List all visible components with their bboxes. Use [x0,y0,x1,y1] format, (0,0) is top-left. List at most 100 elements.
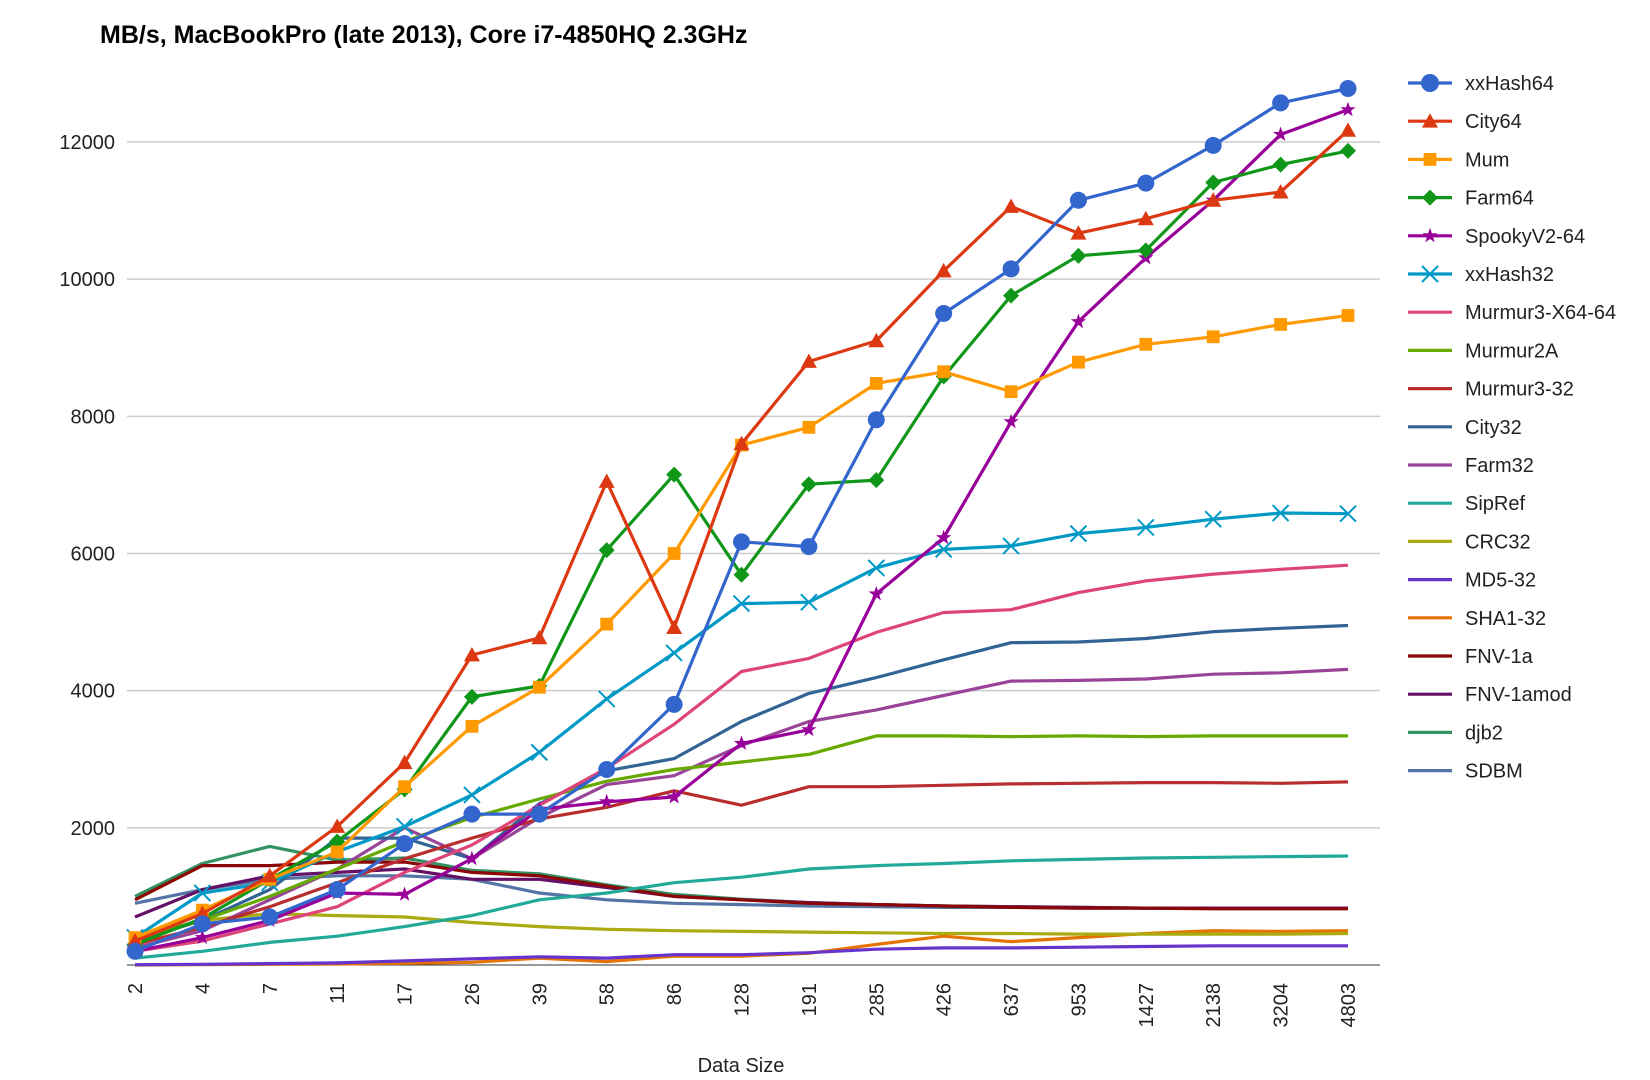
marker-x-stroke [1271,504,1290,522]
legend-item: Murmur2A [1408,340,1559,362]
x-tick-label: 285 [866,983,888,1016]
legend-item: Farm32 [1408,455,1534,477]
x-tick-label: 58 [597,983,619,1005]
series-sdbm [134,874,1348,910]
legend-item: Murmur3-X64-64 [1408,302,1616,324]
legend-label: CRC32 [1465,531,1531,553]
y-axis-ticks: 2000 4000 6000 8000 10000 12000 [59,132,115,840]
marker-diamond [1422,189,1438,206]
series-sipref [134,854,1349,960]
x-tick-label: 39 [529,983,551,1005]
marker-star [1340,101,1356,117]
series-line [134,911,1349,940]
marker-circle [126,942,144,960]
marker-triangle [1070,225,1087,240]
legend-label: djb2 [1465,722,1503,744]
marker-square [330,845,344,859]
marker-circle [396,835,414,853]
x-tick-label: 4803 [1338,983,1360,1028]
series-spookyv2-64 [127,101,1356,958]
x-axis-title: Data Size [698,1055,785,1077]
series-line [134,874,1348,910]
legend-label: SHA1-32 [1465,608,1546,630]
marker-square [667,547,681,560]
marker-circle [193,915,211,933]
marker-x-stroke [1204,510,1222,528]
y-tick-label: 12000 [59,132,115,154]
marker-x [193,884,212,902]
marker-x [395,817,414,836]
legend-label: FNV-1amod [1465,684,1572,706]
marker-star [1003,413,1019,429]
marker-x [598,690,616,708]
series-line [134,313,1349,940]
marker-triangle [666,619,683,634]
marker-triangle [463,647,480,662]
marker-star [868,586,884,601]
legend: xxHash64 City64 Mum Farm64 SpookyV2-64 xxHash… [1408,73,1616,783]
marker-square [1423,153,1437,166]
marker-circle [1204,136,1222,154]
marker-triangle [1422,113,1438,128]
marker-square [465,719,479,733]
x-tick-label: 17 [395,983,417,1005]
marker-star [801,721,817,737]
marker-triangle [396,754,413,770]
x-tick-label: 953 [1068,983,1090,1016]
legend-item: djb2 [1408,722,1503,744]
marker-square [600,617,614,631]
marker-triangle [935,262,952,278]
marker-diamond [598,542,615,559]
marker-star [599,793,615,809]
marker-circle [1339,80,1357,98]
y-tick-label: 8000 [71,406,116,428]
marker-x [1002,537,1020,555]
marker-circle [598,761,616,779]
marker-star [1070,313,1087,329]
marker-star [1273,126,1289,141]
legend-item: City32 [1408,417,1522,439]
marker-x [800,593,818,611]
marker-circle [800,538,818,556]
marker-square [1139,337,1153,351]
marker-circle [463,805,481,823]
series-crc32 [134,911,1349,940]
marker-x-stroke [193,884,212,902]
marker-square [1341,309,1355,322]
x-tick-label: 7 [260,983,282,994]
marker-x [867,559,885,577]
marker-triangle [1272,184,1289,199]
legend-label: Murmur2A [1465,340,1559,362]
x-tick-label: 26 [462,983,484,1005]
marker-circle [1421,74,1439,92]
series-line [134,944,1348,967]
legend-label: xxHash32 [1465,264,1554,286]
marker-x-stroke [530,743,549,762]
y-tick-label: 2000 [71,818,116,840]
legend-label: City64 [1465,111,1522,133]
x-tick-label: 128 [732,983,754,1016]
legend-item: SpookyV2-64 [1408,226,1585,248]
marker-square [869,377,883,390]
y-tick-label: 6000 [71,544,116,566]
marker-x-stroke [867,559,885,577]
legend-item: xxHash64 [1408,73,1554,95]
x-tick-label: 3204 [1271,983,1293,1028]
marker-square [398,780,411,794]
marker-triangle [1340,122,1356,137]
marker-circle [1069,191,1087,209]
marker-x-stroke [395,817,414,836]
marker-x-stroke [800,593,818,611]
series-line [134,734,1348,940]
x-tick-label: 2138 [1203,983,1225,1028]
series-line [134,86,1349,953]
marker-star [194,929,210,944]
marker-diamond [800,476,817,493]
marker-circle [1002,260,1020,278]
marker-x [1271,504,1290,522]
legend-label: xxHash64 [1465,73,1554,95]
marker-x [1137,518,1155,537]
marker-diamond [463,688,480,705]
marker-square [1072,355,1085,369]
legend-label: FNV-1a [1465,646,1534,668]
